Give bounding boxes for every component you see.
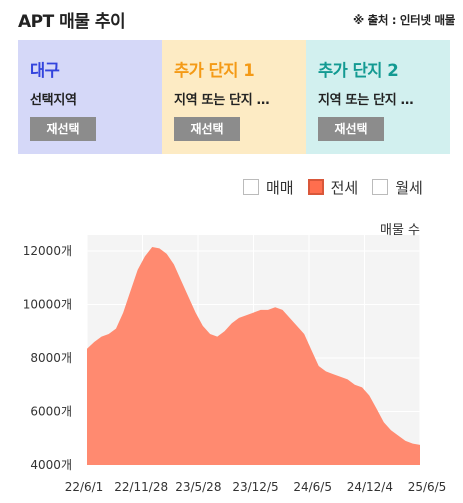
reselect-button[interactable]: 재선택: [318, 117, 384, 141]
listing-trend-chart: 4000개 6000개 8000개 10000개 12000개 22/6/1 22/11/2…: [23, 223, 447, 494]
x-tick-label: 22/11/28: [114, 480, 168, 494]
legend-item-sale[interactable]: 매매: [243, 177, 294, 198]
region-card-daegu: 대구 선택지역 재선택: [18, 40, 162, 154]
legend-label: 전세: [330, 178, 359, 197]
source-note: ※ 출처 : 인터넷 매물: [353, 13, 455, 27]
region-name: 대구: [30, 61, 60, 80]
x-tick-label: 24/12/4: [347, 480, 393, 494]
x-tick-label: 23/5/28: [175, 480, 221, 494]
x-tick-label: 23/12/5: [232, 480, 278, 494]
reselect-button[interactable]: 재선택: [174, 117, 240, 141]
x-tick-label: 25/6/5: [408, 480, 447, 494]
region-card-extra-2[interactable]: 추가 단지 2 지역 또는 단지 … 재선택: [306, 40, 450, 154]
legend-item-jeonse[interactable]: 전세: [307, 177, 359, 198]
y-tick-label: 4000개: [30, 458, 72, 472]
checkbox[interactable]: [372, 179, 389, 195]
extra-complex-2-sub-label: 지역 또는 단지 …: [318, 93, 414, 108]
y-tick-label: 10000개: [23, 298, 72, 312]
x-tick-label: 22/6/1: [65, 480, 104, 494]
legend-item-monthly-rent[interactable]: 월세: [372, 177, 423, 198]
page-title: APT 매물 추이: [18, 12, 126, 32]
region-sub-label: 선택지역: [30, 93, 77, 108]
y-tick-label: 6000개: [30, 405, 72, 419]
legend-label: 월세: [395, 178, 423, 197]
y-tick-label: 8000개: [30, 351, 72, 365]
checkbox[interactable]: [307, 179, 324, 195]
y-tick-label: 12000개: [23, 244, 72, 258]
legend-label: 매매: [266, 178, 294, 197]
extra-complex-2-name: 추가 단지 2: [318, 61, 399, 80]
jeonse-area-series: [87, 247, 420, 465]
region-cards: 대구 선택지역 재선택 추가 단지 1 지역 또는 단지 … 재선택 추가 단지…: [18, 40, 450, 154]
x-tick-label: 24/6/5: [293, 480, 332, 494]
region-card-extra-1[interactable]: 추가 단지 1 지역 또는 단지 … 재선택: [162, 40, 306, 154]
legend: 매매 전세 월세: [243, 176, 437, 198]
header: APT 매물 추이 ※ 출처 : 인터넷 매물: [0, 0, 463, 40]
extra-complex-1-sub-label: 지역 또는 단지 …: [174, 93, 270, 108]
extra-complex-1-name: 추가 단지 1: [174, 61, 255, 80]
y-axis-label: 매물 수: [380, 223, 420, 238]
reselect-button[interactable]: 재선택: [30, 117, 96, 141]
checkbox[interactable]: [243, 179, 259, 195]
